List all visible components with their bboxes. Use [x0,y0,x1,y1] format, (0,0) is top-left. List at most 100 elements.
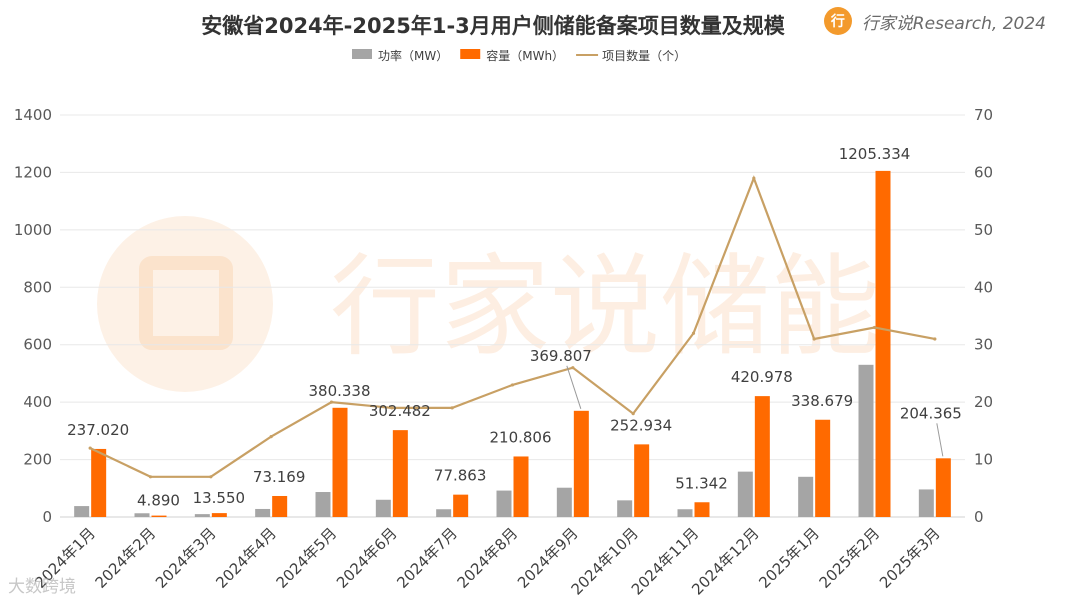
power-bar [798,476,814,517]
project-count-point [752,176,756,180]
project-count-point [269,435,273,439]
capacity-bar [815,419,831,517]
capacity-data-label: 237.020 [67,421,129,439]
project-count-point [88,446,92,450]
power-bar [315,492,331,517]
capacity-bar [935,458,951,517]
project-count-point [329,400,334,404]
legend-label: 功率（MW） [378,48,448,63]
y-right-tick-label: 20 [974,393,993,411]
y-right-tick-label: 60 [974,163,993,181]
y-axis-left: 0 200 400 600 800 1000 1200 1400 [14,106,52,526]
y-left-tick-label: 200 [23,451,52,469]
data-label-leader [936,423,944,457]
y-right-tick-label: 10 [974,451,993,469]
capacity-data-label: 252.934 [610,416,672,434]
power-bar [134,513,150,517]
bars [74,170,951,517]
capacity-bar [754,396,770,517]
power-bar [496,490,512,517]
power-bar [556,487,572,517]
project-count-point [933,337,937,341]
power-bar [617,500,633,517]
legend-swatch [460,49,481,59]
power-bar [255,508,271,517]
y-axis-right: 0 10 20 30 40 50 60 70 [974,106,993,526]
power-bar [677,509,693,517]
legend-swatch [352,49,372,59]
source-watermark: 大数跨境 [8,577,76,597]
x-tick-label: 2024年7月 [393,524,461,592]
legend-label: 容量（MWh） [486,48,564,63]
capacity-bar [211,513,227,517]
power-bar [918,489,934,517]
project-count-point [631,412,635,416]
capacity-bar [573,410,589,517]
power-bar [375,499,391,517]
power-bar [858,364,874,517]
capacity-data-label: 210.806 [489,428,551,446]
project-count-line [88,175,937,479]
capacity-data-label: 77.863 [434,467,487,485]
y-left-tick-label: 400 [23,393,52,411]
capacity-bar [272,495,288,517]
project-count-point [209,475,213,479]
project-count-point [450,406,454,410]
capacity-data-label: 369.807 [530,347,592,365]
capacity-bar [875,170,891,517]
project-count-point [812,337,816,341]
chart-title: 安徽省2024年-2025年1-3月用户侧储能备案项目数量及规模 [201,14,786,38]
y-left-tick-label: 1000 [14,221,52,239]
legend-label: 项目数量（个） [602,48,686,63]
capacity-data-label: 380.338 [308,382,370,400]
power-bar [737,471,753,517]
x-tick-label: 2025年3月 [876,524,944,592]
capacity-data-label: 4.890 [137,492,180,510]
capacity-bar [392,430,408,517]
data-label-leader [566,365,582,409]
capacity-data-label: 1205.334 [839,145,911,163]
x-tick-label: 2024年5月 [273,524,341,592]
capacity-bar [634,444,650,517]
capacity-bar [332,407,348,517]
x-tick-label: 2024年3月 [152,524,220,592]
y-right-tick-label: 50 [974,221,993,239]
project-count-point [390,406,394,410]
capacity-bar [513,456,529,517]
brand-logo-icon: 行 [823,7,852,35]
x-tick-label: 2024年4月 [212,524,280,592]
y-right-tick-label: 30 [974,336,993,354]
x-tick-label: 2025年2月 [816,524,884,592]
capacity-data-label: 420.978 [731,368,793,386]
y-left-tick-label: 1200 [14,163,52,181]
project-count-point [571,366,575,370]
x-axis: 2024年1月2024年2月2024年3月2024年4月2024年5月2024年… [31,524,943,598]
brand: 行 行家说Research, 2024 [823,6,1046,36]
y-left-tick-label: 600 [23,336,52,354]
x-tick-label: 2025年1月 [755,524,823,592]
project-count-point [691,331,696,335]
x-tick-label: 2024年6月 [333,524,401,592]
legend: 功率（MW） 容量（MWh） 项目数量（个） [352,48,686,63]
watermark-text: 行家说储能 [330,243,880,371]
y-right-tick-label: 70 [974,106,993,124]
project-count-point [148,475,153,479]
power-bar [74,506,90,517]
power-bar [436,509,452,517]
x-tick-label: 2024年8月 [454,524,522,592]
brand-text: 行家说Research, 2024 [861,13,1046,34]
capacity-bar [453,494,469,517]
capacity-bar [694,502,710,517]
grid [60,114,965,518]
capacity-bar [151,515,167,517]
y-left-tick-label: 800 [23,278,52,296]
project-count-point [872,325,877,330]
capacity-data-label: 302.482 [369,402,431,420]
capacity-data-label: 338.679 [791,392,853,410]
capacity-bar [91,448,107,517]
watermark: 行家说储能 [97,216,880,392]
capacity-data-label: 51.342 [675,474,728,492]
project-count-point [510,383,515,387]
x-tick-label: 2024年2月 [92,524,160,592]
